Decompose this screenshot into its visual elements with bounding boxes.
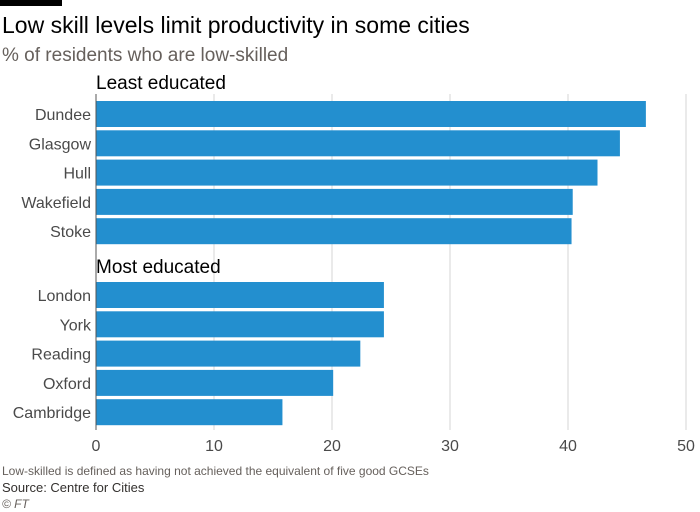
x-tick-label-40: 40 — [559, 438, 577, 455]
bar-stoke — [96, 218, 572, 245]
bar-dundee — [96, 101, 646, 127]
category-label-hull: Hull — [63, 166, 91, 183]
category-label-london: London — [38, 288, 91, 305]
bar-reading — [96, 340, 361, 367]
bar-cambridge — [96, 399, 283, 426]
group-label-1: Most educated — [96, 257, 221, 278]
bar-glasgow — [96, 130, 620, 157]
bar-hull — [96, 159, 598, 186]
category-label-cambridge: Cambridge — [13, 405, 91, 422]
category-label-glasgow: Glasgow — [29, 136, 92, 153]
bar-oxford — [96, 369, 334, 396]
x-tick-label-20: 20 — [323, 438, 341, 455]
chart-subtitle: % of residents who are low-skilled — [2, 45, 289, 66]
bar-wakefield — [96, 188, 573, 215]
category-label-dundee: Dundee — [35, 107, 91, 124]
chart-title: Low skill levels limit productivity in s… — [2, 12, 470, 38]
bar-london — [96, 282, 384, 308]
category-label-oxford: Oxford — [43, 376, 91, 393]
group-label-0: Least educated — [96, 73, 226, 94]
footnote: Low-skilled is defined as having not ach… — [2, 464, 429, 478]
bar-chart: Least educated Dundee Glasgow Hull Wakefield… — [13, 73, 695, 455]
x-tick-label-30: 30 — [441, 438, 459, 455]
x-tick-label-10: 10 — [205, 438, 223, 455]
category-label-york: York — [60, 317, 92, 334]
category-label-reading: Reading — [31, 347, 91, 364]
source-note: Source: Centre for Cities — [2, 480, 145, 495]
x-tick-label-0: 0 — [92, 438, 101, 455]
category-label-wakefield: Wakefield — [21, 195, 91, 212]
brand-bar — [0, 0, 62, 6]
bar-york — [96, 311, 384, 338]
x-tick-label-50: 50 — [677, 438, 695, 455]
credit: © FT — [2, 497, 29, 511]
category-label-stoke: Stoke — [50, 224, 91, 241]
